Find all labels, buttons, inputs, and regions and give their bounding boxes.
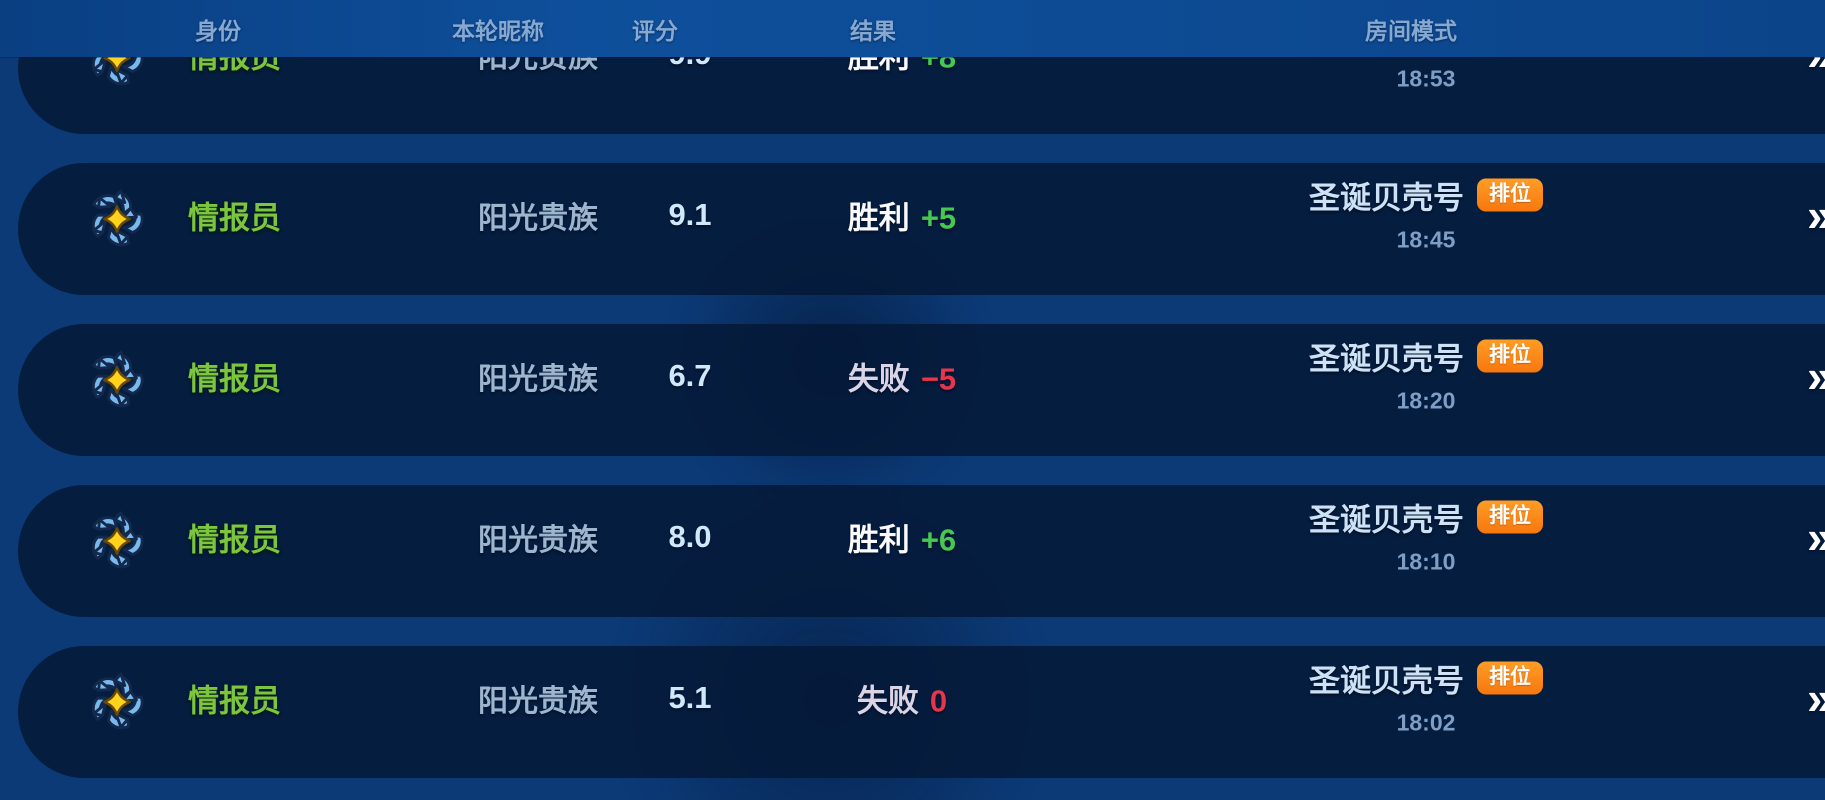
result-delta: −5 (920, 361, 957, 397)
match-time: 18:45 (1396, 226, 1456, 253)
result-text: 胜利 (847, 522, 910, 558)
identity-pinwheel-icon (86, 510, 148, 572)
room-mode-cell: 圣诞贝壳号 排位 18:45 (1206, 173, 1646, 254)
match-row[interactable]: 情报员 阳光贵族 5.1 失败 0 圣诞贝壳号 排位 18:02 » (18, 646, 1825, 778)
expand-chevron-icon[interactable]: » (1807, 510, 1825, 564)
expand-chevron-icon[interactable]: » (1807, 188, 1825, 242)
match-time: 18:20 (1396, 387, 1456, 414)
room-name-line: 圣诞贝壳号 排位 (1206, 495, 1646, 540)
room-name-line: 圣诞贝壳号 排位 (1206, 173, 1646, 218)
match-row[interactable]: 情报员 阳光贵族 8.0 胜利 +6 圣诞贝壳号 排位 18:10 » (18, 485, 1825, 617)
identity-pinwheel-icon (86, 349, 148, 411)
result-text: 失败 (856, 683, 919, 719)
room-name: 圣诞贝壳号 (1309, 502, 1464, 538)
room-mode-cell: 圣诞贝壳号 排位 18:10 (1206, 495, 1646, 576)
rating-value: 5.1 (668, 680, 712, 715)
match-row[interactable]: 情报员 阳光贵族 9.1 胜利 +5 圣诞贝壳号 排位 18:45 » (18, 163, 1825, 295)
column-header-rating: 评分 (632, 17, 678, 44)
result-delta: +6 (920, 522, 957, 558)
column-header-identity: 身份 (195, 17, 241, 44)
identity-pinwheel-icon (86, 188, 148, 250)
column-header-room-mode: 房间模式 (1365, 17, 1457, 44)
result-delta: 0 (929, 683, 948, 719)
ranked-badge: 排位 (1477, 500, 1543, 534)
identity-label: 情报员 (188, 361, 281, 397)
identity-label: 情报员 (188, 200, 281, 236)
result-cell: 胜利 +6 (797, 515, 1007, 560)
match-time: 18:02 (1396, 709, 1456, 736)
round-nickname: 阳光贵族 (478, 202, 598, 235)
result-delta: +5 (920, 200, 957, 236)
result-cell: 失败 0 (797, 676, 1007, 721)
rating-value: 8.0 (668, 519, 712, 554)
rating-value: 9.1 (668, 197, 712, 232)
table-header: 身份 本轮昵称 评分 结果 房间模式 (0, 0, 1825, 57)
match-time: 18:10 (1396, 548, 1456, 575)
expand-chevron-icon[interactable]: » (1807, 671, 1825, 725)
room-name-line: 圣诞贝壳号 排位 (1206, 656, 1646, 701)
result-cell: 胜利 +5 (797, 193, 1007, 238)
result-text: 失败 (847, 361, 910, 397)
match-time: 18:53 (1396, 65, 1456, 92)
expand-chevron-icon[interactable]: » (1807, 349, 1825, 403)
round-nickname: 阳光贵族 (478, 524, 598, 557)
identity-label: 情报员 (188, 683, 281, 719)
room-name: 圣诞贝壳号 (1309, 663, 1464, 699)
match-row[interactable]: 情报员 阳光贵族 6.7 失败 −5 圣诞贝壳号 排位 18:20 » (18, 324, 1825, 456)
room-mode-cell: 圣诞贝壳号 排位 18:02 (1206, 656, 1646, 737)
ranked-badge: 排位 (1477, 178, 1543, 212)
room-name: 圣诞贝壳号 (1309, 341, 1464, 377)
result-cell: 失败 −5 (797, 354, 1007, 399)
room-name: 圣诞贝壳号 (1309, 180, 1464, 216)
round-nickname: 阳光贵族 (478, 363, 598, 396)
ranked-badge: 排位 (1477, 339, 1543, 373)
round-nickname: 阳光贵族 (478, 685, 598, 718)
identity-pinwheel-icon (86, 671, 148, 733)
result-text: 胜利 (847, 200, 910, 236)
column-header-nickname: 本轮昵称 (452, 17, 544, 44)
rating-value: 6.7 (668, 358, 712, 393)
column-header-result: 结果 (850, 17, 896, 44)
identity-label: 情报员 (188, 522, 281, 558)
room-name-line: 圣诞贝壳号 排位 (1206, 334, 1646, 379)
ranked-badge: 排位 (1477, 661, 1543, 695)
room-mode-cell: 圣诞贝壳号 排位 18:20 (1206, 334, 1646, 415)
